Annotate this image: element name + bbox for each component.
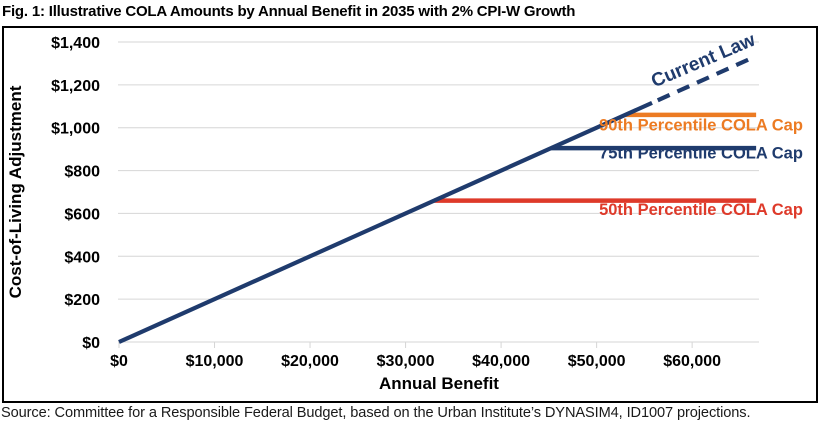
y-tick-label: $400 (64, 249, 100, 266)
x-tick-label: $10,000 (186, 353, 244, 370)
x-tick-label: $0 (110, 353, 128, 370)
cap-50-label: 50th Percentile COLA Cap (599, 201, 803, 219)
y-axis-title: Cost-of-Living Adjustment (6, 85, 25, 298)
x-tick-label: $50,000 (568, 353, 626, 370)
chart-plot-area: $0 $200 $400 $600 $800 $1,000 $1,200 $1,400 $0 $1… (2, 26, 818, 403)
x-axis-title: Annual Benefit (379, 374, 499, 393)
source-attribution: Source: Committee for a Responsible Fede… (1, 405, 751, 421)
y-tick-label: $800 (64, 164, 100, 181)
y-tick-label: $1,000 (51, 121, 100, 138)
series-line (656, 54, 757, 103)
series-line (118, 100, 653, 344)
x-tick-label: $60,000 (663, 353, 721, 370)
figure-title: Fig. 1: Illustrative COLA Amounts by Ann… (2, 3, 576, 20)
cap-90-label: 90th Percentile COLA Cap (599, 116, 803, 134)
x-tick-label: $40,000 (472, 353, 530, 370)
y-tick-label: $1,200 (51, 78, 100, 95)
cola-line-chart: $0 $200 $400 $600 $800 $1,000 $1,200 $1,400 $0 $1… (6, 30, 803, 393)
y-tick-label: $1,400 (51, 35, 100, 52)
cap-75-label: 75th Percentile COLA Cap (599, 145, 803, 163)
y-tick-label: $0 (82, 335, 100, 352)
x-tick-label: $20,000 (281, 353, 339, 370)
y-tick-label: $600 (64, 206, 100, 223)
y-tick-label: $200 (64, 292, 100, 309)
x-tick-label: $30,000 (377, 353, 435, 370)
